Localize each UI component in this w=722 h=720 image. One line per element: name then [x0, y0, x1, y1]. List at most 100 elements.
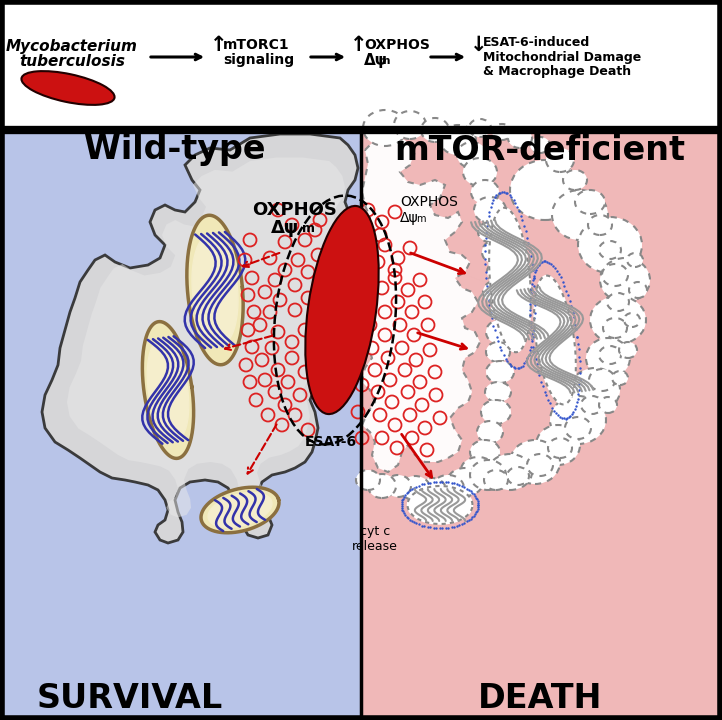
- Point: [565, 410, 576, 422]
- Point: [524, 305, 536, 316]
- Point: [396, 498, 407, 510]
- Point: [430, 476, 442, 487]
- Point: [550, 408, 562, 419]
- Point: [538, 256, 549, 267]
- Text: ESAT-6: ESAT-6: [305, 435, 357, 449]
- Point: [513, 204, 525, 216]
- Point: [504, 359, 516, 370]
- Ellipse shape: [546, 148, 574, 172]
- Point: [396, 500, 407, 512]
- Point: [571, 396, 583, 408]
- Point: [482, 216, 493, 228]
- Point: [480, 272, 492, 284]
- Point: [434, 476, 445, 487]
- Point: [473, 499, 484, 510]
- Point: [573, 388, 584, 400]
- Point: [458, 517, 470, 528]
- Point: [419, 478, 430, 490]
- Point: [399, 508, 410, 519]
- Point: [528, 272, 539, 284]
- Point: [529, 312, 540, 324]
- Polygon shape: [407, 486, 472, 524]
- Point: [492, 188, 504, 199]
- Point: [523, 237, 534, 248]
- Point: [486, 312, 497, 324]
- Point: [495, 345, 507, 356]
- Point: [531, 261, 543, 272]
- Ellipse shape: [470, 440, 500, 464]
- Polygon shape: [192, 234, 238, 346]
- Point: [570, 319, 581, 330]
- Point: [528, 325, 539, 336]
- Point: [526, 336, 538, 347]
- Point: [563, 411, 575, 423]
- Point: [484, 207, 495, 218]
- Ellipse shape: [588, 215, 612, 235]
- Point: [562, 289, 573, 301]
- Point: [518, 358, 530, 369]
- Point: [430, 522, 442, 534]
- Ellipse shape: [586, 338, 630, 378]
- Point: [523, 349, 534, 361]
- Point: [480, 232, 492, 243]
- Ellipse shape: [461, 457, 495, 483]
- Point: [498, 186, 510, 198]
- Point: [513, 362, 525, 374]
- Point: [554, 271, 566, 283]
- Point: [490, 192, 501, 203]
- Text: Δψ: Δψ: [364, 53, 388, 68]
- Point: [436, 523, 448, 534]
- Point: [557, 413, 568, 424]
- Ellipse shape: [385, 475, 411, 497]
- Ellipse shape: [603, 318, 627, 338]
- Ellipse shape: [447, 468, 483, 496]
- Ellipse shape: [527, 454, 553, 476]
- Point: [471, 492, 482, 503]
- Point: [480, 228, 492, 239]
- Ellipse shape: [550, 396, 606, 444]
- Ellipse shape: [607, 293, 629, 311]
- Point: [485, 202, 497, 213]
- Point: [525, 321, 536, 333]
- Point: [461, 483, 473, 495]
- Point: [451, 520, 463, 531]
- Ellipse shape: [470, 460, 506, 490]
- Point: [529, 307, 540, 319]
- Point: [551, 265, 562, 276]
- Point: [469, 490, 481, 502]
- Point: [512, 202, 523, 213]
- Point: [448, 521, 460, 532]
- Point: [504, 189, 516, 201]
- Point: [440, 477, 451, 488]
- Text: Mitochondrial Damage: Mitochondrial Damage: [483, 50, 641, 63]
- Point: [525, 251, 536, 262]
- Point: [531, 358, 542, 369]
- Ellipse shape: [490, 302, 514, 322]
- Point: [527, 274, 539, 286]
- Text: SURVIVAL: SURVIVAL: [37, 682, 223, 714]
- Point: [479, 245, 491, 256]
- Text: ESAT-6-induced: ESAT-6-induced: [483, 35, 591, 48]
- Polygon shape: [147, 338, 188, 441]
- Text: & Macrophage Death: & Macrophage Death: [483, 66, 631, 78]
- Point: [517, 214, 529, 225]
- Ellipse shape: [530, 137, 550, 153]
- Point: [525, 310, 536, 321]
- Point: [451, 479, 463, 490]
- Point: [527, 331, 539, 343]
- Ellipse shape: [477, 421, 503, 443]
- Point: [485, 307, 497, 319]
- Ellipse shape: [22, 71, 115, 105]
- Point: [466, 487, 478, 498]
- Point: [472, 501, 484, 513]
- Ellipse shape: [627, 253, 643, 267]
- Point: [487, 320, 499, 331]
- Point: [422, 477, 434, 489]
- Point: [469, 510, 480, 521]
- Point: [397, 493, 409, 505]
- Point: [549, 405, 560, 417]
- Point: [552, 410, 564, 421]
- Point: [456, 480, 468, 492]
- Ellipse shape: [507, 467, 529, 485]
- Text: cyt c: cyt c: [360, 526, 390, 539]
